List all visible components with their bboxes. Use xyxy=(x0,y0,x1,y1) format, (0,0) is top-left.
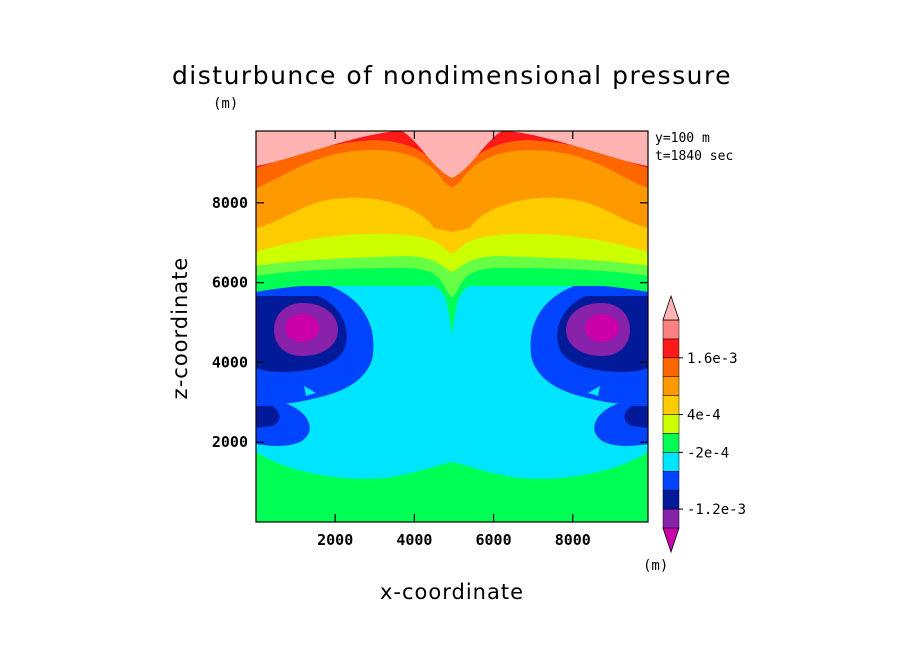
plot-frame xyxy=(255,130,649,523)
colorbar-label: -2e-4 xyxy=(687,445,729,461)
x-tick-label: 6000 xyxy=(476,531,512,549)
band-pink xyxy=(256,131,648,178)
y-axis-label: z-coordinate xyxy=(168,257,192,400)
x-tick-label: 2000 xyxy=(317,531,353,549)
y-tick-label: 6000 xyxy=(212,274,248,292)
y-tick-label: 4000 xyxy=(212,353,248,371)
y-tick-label: 8000 xyxy=(212,194,248,212)
colorbar-min-triangle xyxy=(662,527,680,554)
colorbar-box xyxy=(662,395,680,415)
y-tick-label: 2000 xyxy=(212,433,248,451)
x-tick-label: 4000 xyxy=(396,531,432,549)
colorbar-box xyxy=(662,357,680,377)
colorbar-label: 1.6e-3 xyxy=(687,351,738,367)
colorbar-label: -1.2e-3 xyxy=(687,502,746,518)
colorbar-box xyxy=(662,508,680,529)
colorbar-label: 4e-4 xyxy=(687,408,721,424)
x-tick-label: 8000 xyxy=(555,531,591,549)
colorbar: 1.6e-3 4e-4 -2e-4 -1.2e-3 xyxy=(662,294,746,554)
colorbar-box xyxy=(662,376,680,396)
colorbar-unit: (m) xyxy=(643,558,668,574)
band-magenta-left xyxy=(285,314,319,342)
colorbar-box xyxy=(662,489,680,510)
annotation-t: t=1840 sec xyxy=(655,149,733,164)
x-axis: 2000 4000 6000 8000 xyxy=(317,131,591,549)
colorbar-box xyxy=(662,433,680,453)
colorbar-box xyxy=(662,338,680,359)
band-magenta-right xyxy=(585,314,619,342)
y-axis: 2000 4000 6000 8000 xyxy=(212,194,648,451)
colorbar-box xyxy=(662,452,680,472)
colorbar-box xyxy=(662,471,680,491)
band-blue-left-notch xyxy=(304,386,316,396)
annotation-y: y=100 m xyxy=(655,131,710,146)
chart-title: disturbunce of nondimensional pressure xyxy=(172,61,732,90)
title-unit: (m) xyxy=(213,96,238,112)
colorbar-box xyxy=(662,319,680,340)
colorbar-max-triangle xyxy=(662,294,680,321)
x-axis-label: x-coordinate xyxy=(380,580,524,604)
colorbar-box xyxy=(662,414,680,434)
contour-field xyxy=(256,131,648,522)
band-blue-right-notch xyxy=(588,386,600,396)
